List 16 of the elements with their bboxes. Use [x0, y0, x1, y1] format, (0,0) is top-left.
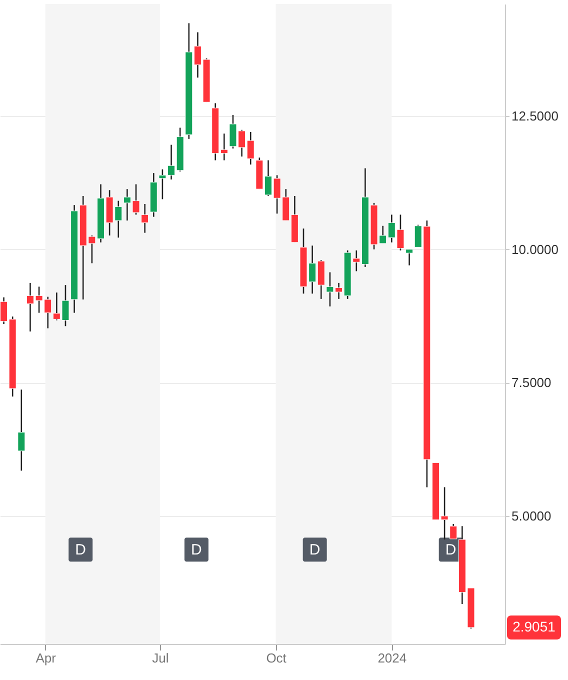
- annotation: D: [191, 542, 202, 559]
- x-tick-label: Apr: [36, 650, 57, 666]
- y-tick-label: 12.5000: [512, 108, 558, 124]
- y-tick-label: 7.5000: [512, 375, 552, 390]
- annotation: D: [445, 542, 456, 559]
- x-tick-label: 2024: [378, 650, 407, 666]
- x-tick-label: Oct: [266, 650, 287, 666]
- y-tick-label: 10.0000: [512, 242, 558, 257]
- y-tick-label: 5.0000: [512, 508, 552, 524]
- candlestick: [141, 203, 149, 234]
- candlestick: [18, 388, 26, 472]
- annotation: D: [309, 542, 320, 559]
- candlestick: [406, 248, 414, 266]
- x-tick-label: Jul: [152, 650, 169, 666]
- text: 2.9051: [512, 618, 556, 634]
- annotation: D: [75, 542, 86, 559]
